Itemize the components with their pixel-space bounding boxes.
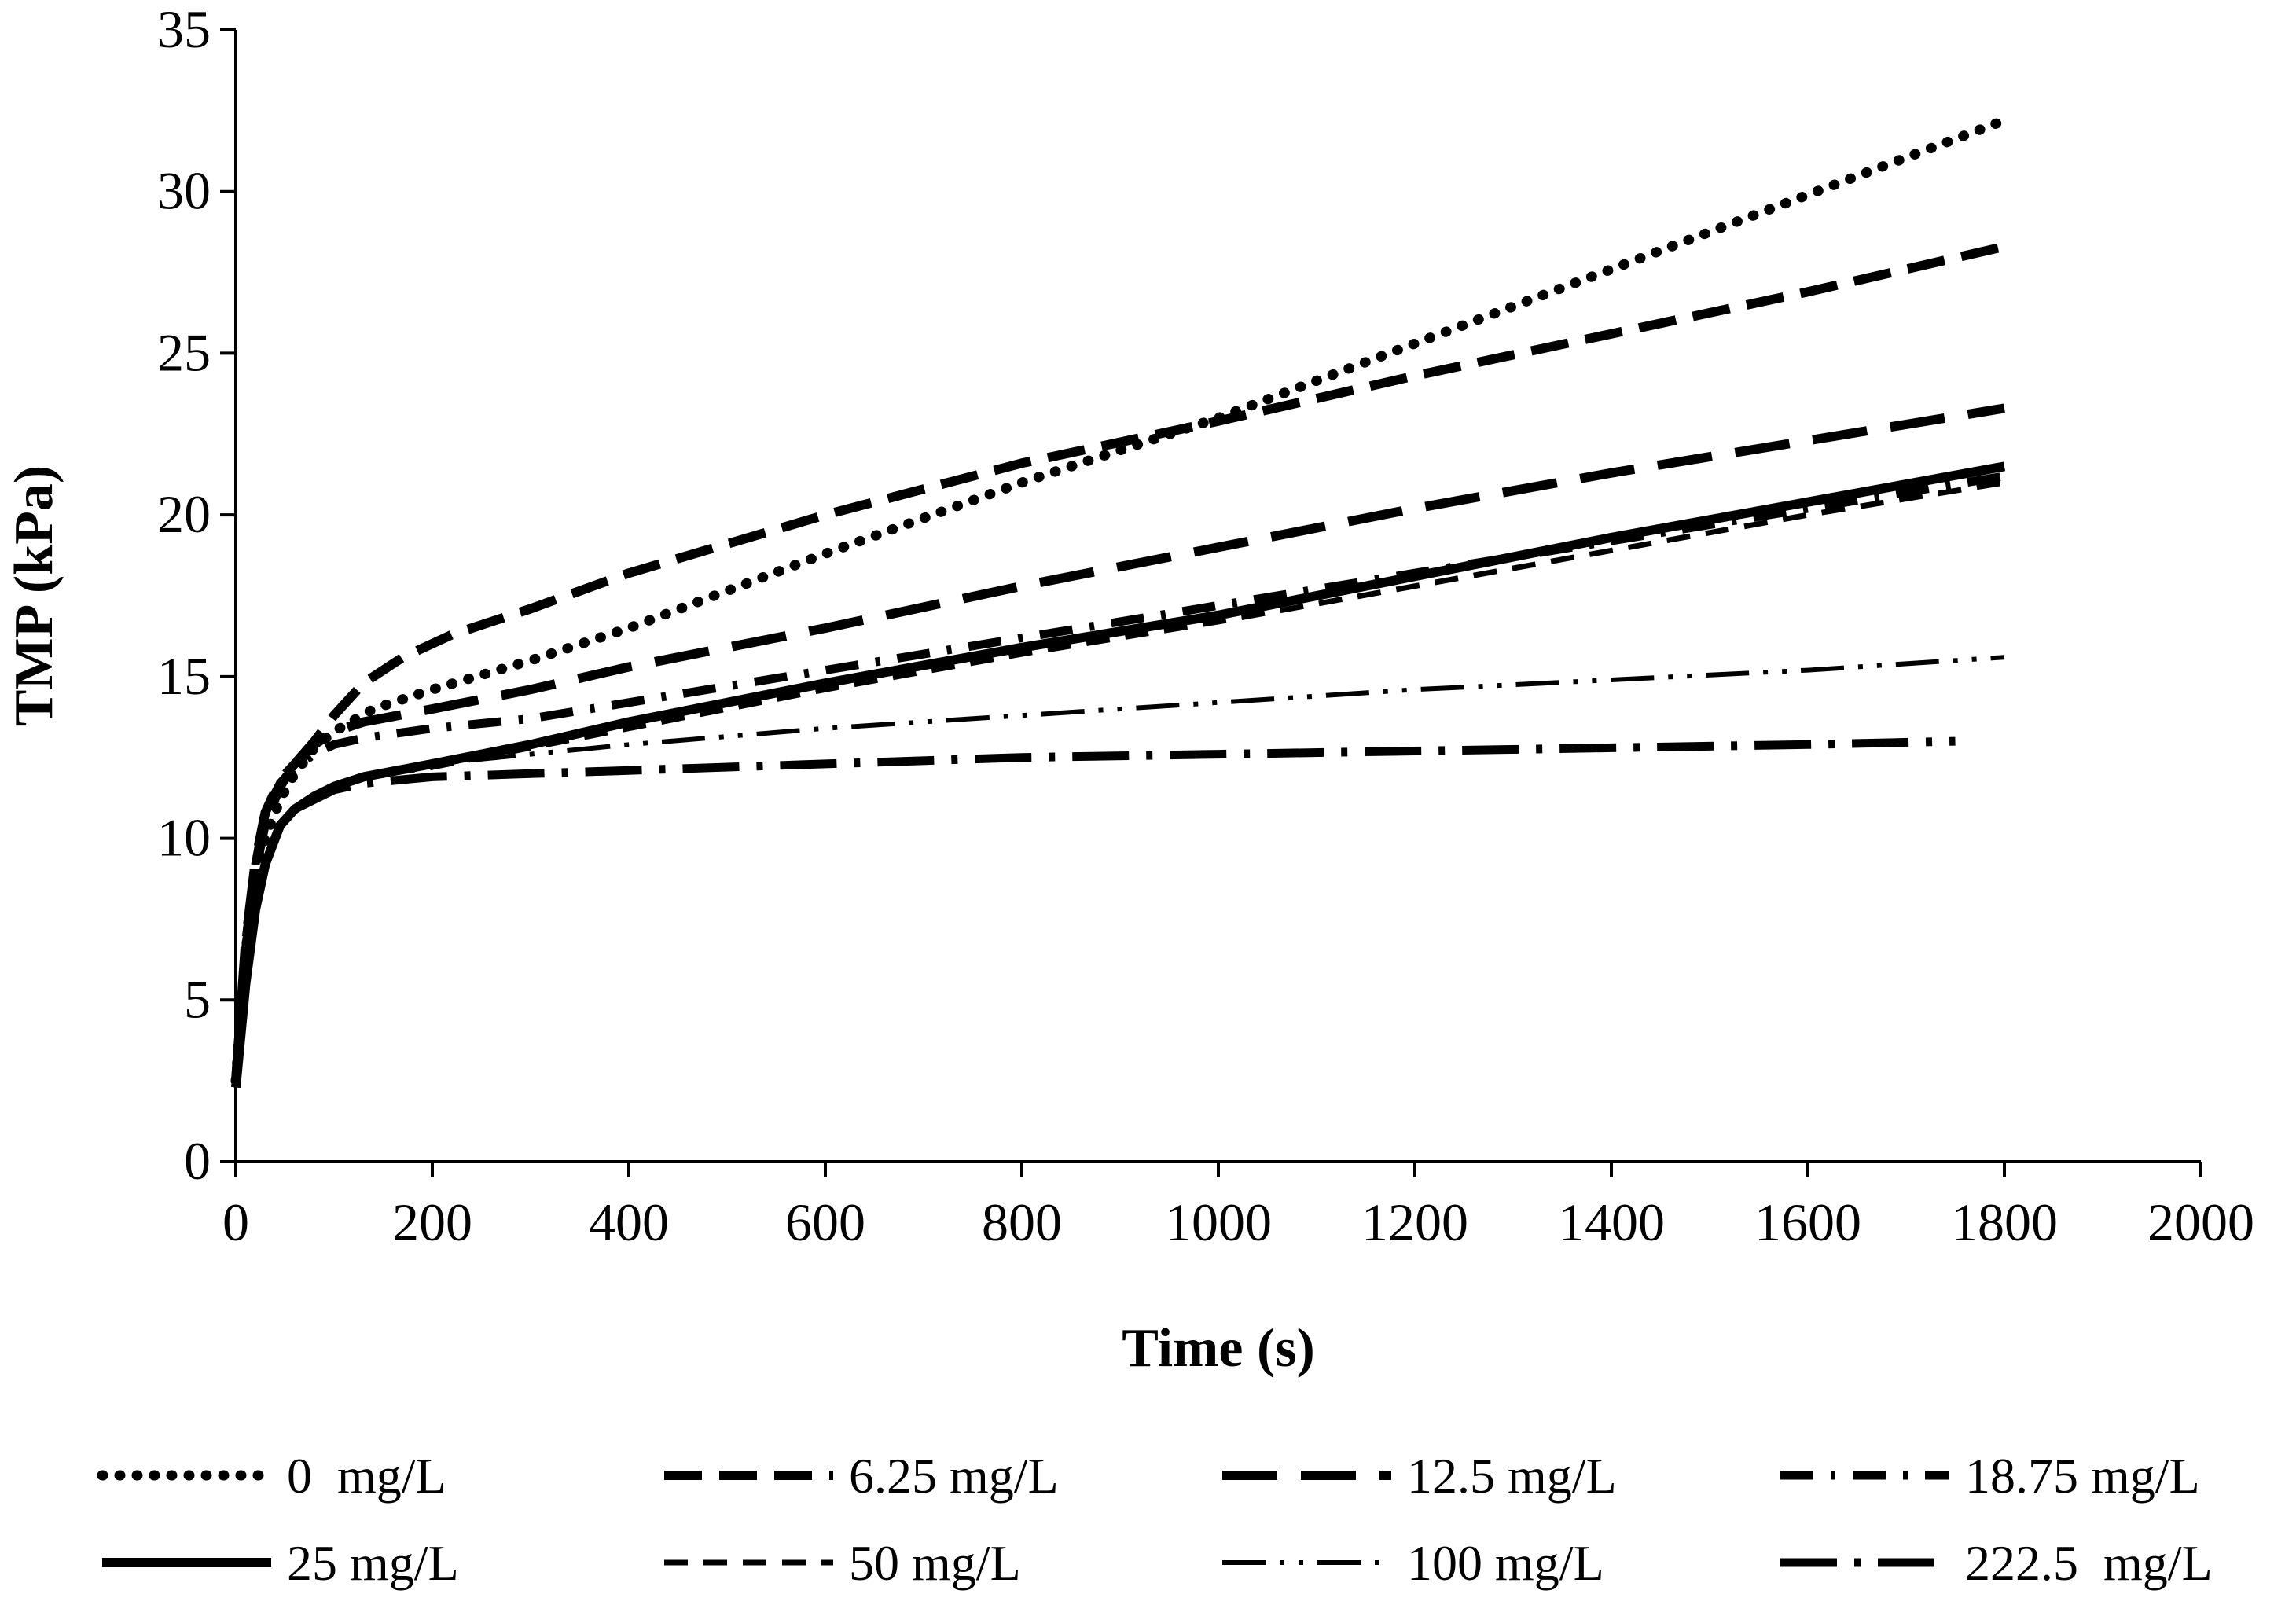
x-tick-label: 1000 bbox=[1165, 1192, 1272, 1252]
x-tick-label: 1800 bbox=[1951, 1192, 2058, 1252]
y-tick-label: 20 bbox=[157, 484, 211, 544]
series-line-1 bbox=[231, 241, 2006, 1082]
legend: 0 mg/L 6.25 mg/L 12.5 mg/L 18.75 mg/L 25 mg/… bbox=[97, 1448, 2213, 1591]
x-tick-label: 2000 bbox=[2147, 1192, 2254, 1252]
y-tick-label: 30 bbox=[157, 161, 211, 221]
y-tick-label: 5 bbox=[184, 969, 211, 1029]
legend-label-7: 222.5 mg/L bbox=[1965, 1535, 2213, 1591]
y-tick-label: 15 bbox=[157, 646, 211, 706]
x-tick-label: 0 bbox=[222, 1192, 249, 1252]
x-tick-label: 1200 bbox=[1361, 1192, 1468, 1252]
x-axis-title: Time (s) bbox=[1122, 1318, 1315, 1379]
y-tick-label: 10 bbox=[157, 808, 211, 868]
legend-label-1: 6.25 mg/L bbox=[849, 1448, 1059, 1504]
x-tick-label: 200 bbox=[392, 1192, 472, 1252]
x-tick-label: 400 bbox=[589, 1192, 669, 1252]
y-tick-label: 0 bbox=[184, 1131, 211, 1191]
x-tick-label: 1600 bbox=[1754, 1192, 1861, 1252]
legend-label-6: 100 mg/L bbox=[1407, 1535, 1604, 1591]
y-axis-title: TMP (kPa) bbox=[4, 465, 64, 726]
axes: 0 200 400 600 800 1000 1200 1400 1600 1800 2000 0 5 1… bbox=[157, 0, 2254, 1252]
series-line-5 bbox=[233, 479, 2005, 1088]
x-tick-label: 600 bbox=[785, 1192, 865, 1252]
y-tick-label: 35 bbox=[157, 0, 211, 59]
y-tick-label: 25 bbox=[157, 322, 211, 382]
series-layer bbox=[230, 115, 2010, 1088]
legend-label-3: 18.75 mg/L bbox=[1965, 1448, 2200, 1504]
legend-label-5: 50 mg/L bbox=[849, 1535, 1021, 1591]
x-tick-label: 1400 bbox=[1558, 1192, 1665, 1252]
legend-label-0: 0 mg/L bbox=[287, 1448, 446, 1504]
series-line-7 bbox=[231, 736, 1956, 1088]
x-tick-label: 800 bbox=[982, 1192, 1062, 1252]
legend-label-4: 25 mg/L bbox=[287, 1535, 459, 1591]
legend-label-2: 12.5 mg/L bbox=[1407, 1448, 1617, 1504]
